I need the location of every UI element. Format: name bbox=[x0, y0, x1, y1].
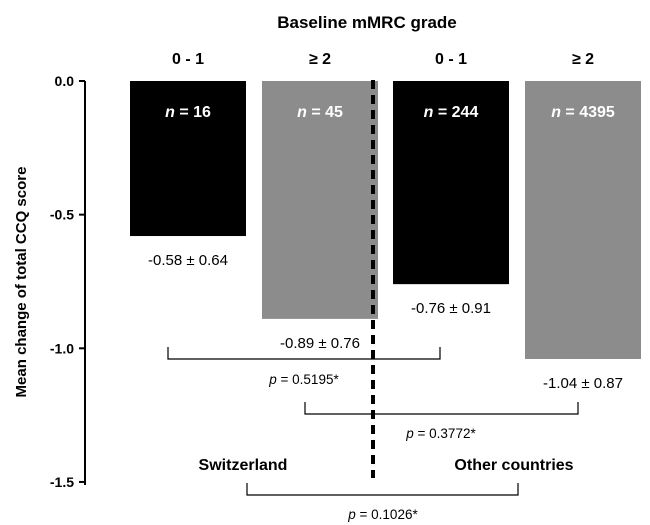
n-label: n = 244 bbox=[424, 104, 479, 121]
p-value: = 0.1026* bbox=[356, 507, 419, 522]
n-label: n = 4395 bbox=[551, 104, 615, 121]
n-symbol: n bbox=[424, 104, 434, 121]
significance-bracket bbox=[246, 483, 519, 496]
value-label: -0.76 ± 0.91 bbox=[411, 300, 491, 317]
category-label: 0 - 1 bbox=[435, 51, 467, 68]
n-label: n = 16 bbox=[165, 104, 211, 121]
value-label: -1.04 ± 0.87 bbox=[543, 375, 623, 392]
significance-bracket bbox=[304, 402, 579, 415]
y-tick-label: -1.0 bbox=[50, 340, 74, 356]
group-label-other-countries: Other countries bbox=[454, 457, 573, 474]
category-label: 0 - 1 bbox=[172, 51, 204, 68]
p-value: = 0.5195* bbox=[277, 372, 340, 387]
value-label: -0.58 ± 0.64 bbox=[148, 252, 228, 269]
p-value-label: p = 0.3772* bbox=[405, 426, 476, 441]
value-label: -0.89 ± 0.76 bbox=[280, 335, 360, 352]
n-value: = 16 bbox=[175, 104, 211, 121]
y-tick-label: -0.5 bbox=[50, 207, 74, 223]
category-label: ≥ 2 bbox=[309, 51, 331, 68]
n-value: = 244 bbox=[433, 104, 478, 121]
n-value: = 4395 bbox=[561, 104, 615, 121]
y-tick-label: -1.5 bbox=[50, 474, 74, 490]
p-value: = 0.3772* bbox=[414, 426, 477, 441]
bar bbox=[525, 81, 641, 359]
bar bbox=[262, 81, 378, 319]
n-symbol: n bbox=[551, 104, 561, 121]
bar bbox=[393, 81, 509, 285]
p-value-label: p = 0.5195* bbox=[268, 372, 339, 387]
y-axis-label: Mean change of total CCQ score bbox=[13, 167, 30, 398]
group-label-switzerland: Switzerland bbox=[199, 457, 288, 474]
p-symbol: p bbox=[268, 372, 277, 387]
n-symbol: n bbox=[165, 104, 175, 121]
category-label: ≥ 2 bbox=[572, 51, 594, 68]
p-value-label: p = 0.1026* bbox=[347, 507, 418, 522]
n-symbol: n bbox=[297, 104, 307, 121]
p-symbol: p bbox=[347, 507, 356, 522]
n-label: n = 45 bbox=[297, 104, 343, 121]
chart-title: Baseline mMRC grade bbox=[277, 13, 457, 32]
significance-bracket bbox=[167, 347, 441, 360]
n-value: = 45 bbox=[307, 104, 343, 121]
p-symbol: p bbox=[405, 426, 414, 441]
bar bbox=[130, 81, 246, 237]
y-tick-label: 0.0 bbox=[55, 73, 75, 89]
